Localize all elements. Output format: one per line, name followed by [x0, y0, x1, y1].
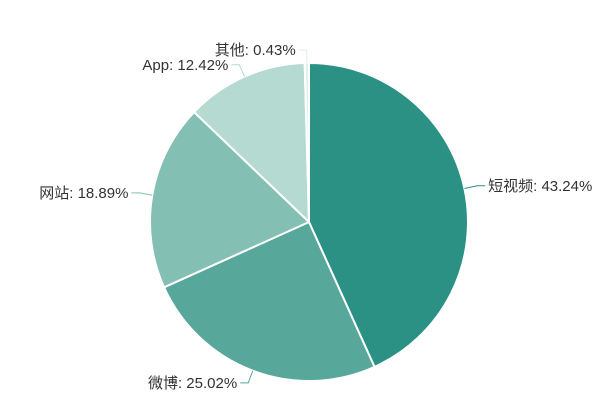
pie-label-4: 其他: 0.43%: [215, 42, 296, 59]
label-line-3: [231, 64, 246, 77]
pie-label-2: 网站: 18.89%: [39, 185, 128, 202]
label-line-4: [298, 49, 308, 64]
pie-label-1: 微博: 25.02%: [148, 375, 237, 392]
label-line-0: [464, 185, 486, 189]
pie-label-3: App: 12.42%: [142, 57, 228, 74]
pie-slice-2[interactable]: [149, 111, 310, 289]
pie-slice-4[interactable]: [303, 62, 310, 223]
label-line-2: [131, 192, 153, 196]
pie-slice-0[interactable]: [308, 62, 469, 368]
pie-slice-1[interactable]: [163, 221, 376, 382]
pie-label-0: 短视频: 43.24%: [488, 178, 592, 195]
label-line-1: [240, 370, 254, 384]
